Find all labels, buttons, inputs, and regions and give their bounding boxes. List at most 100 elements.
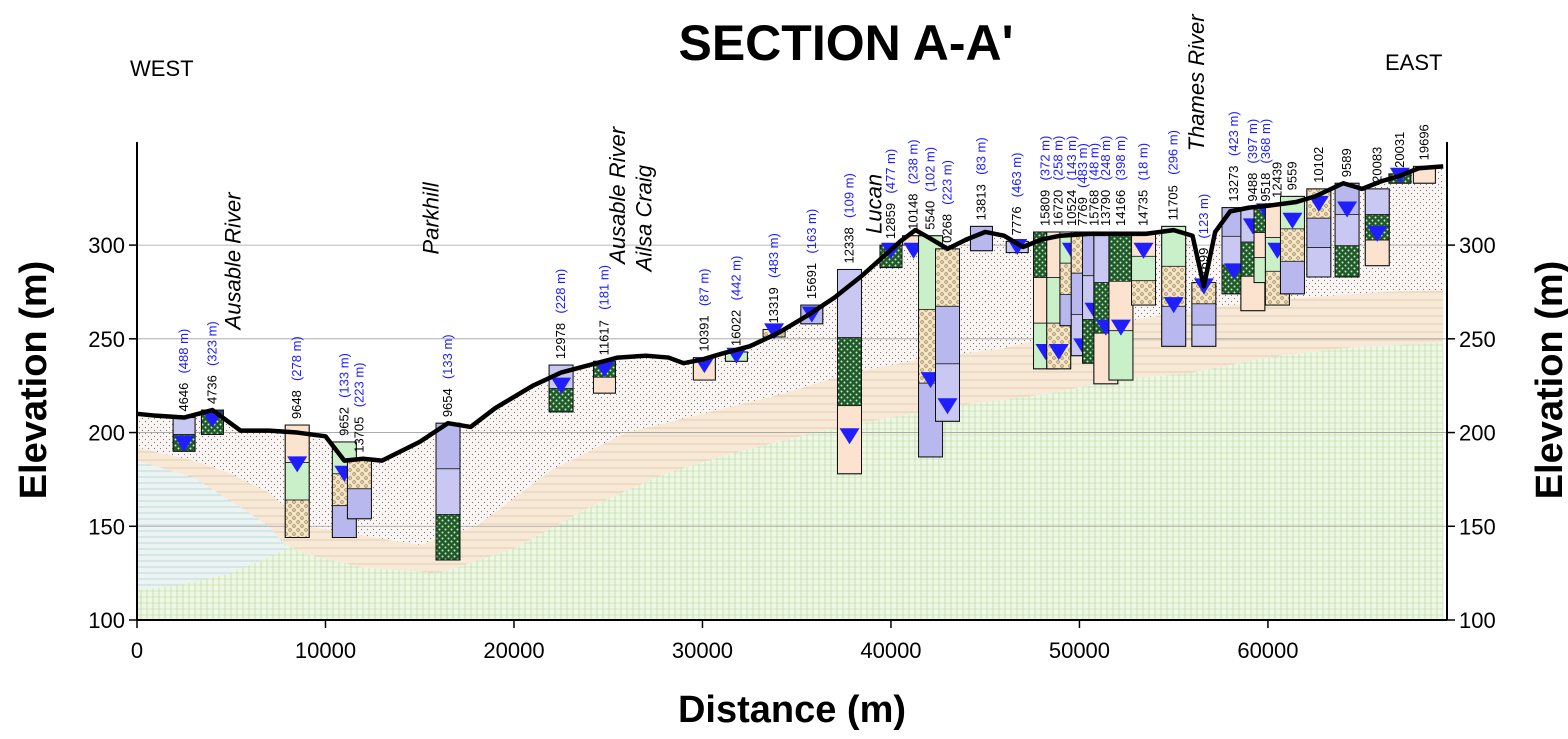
y-axis-label-right: Elevation (m) [1529, 261, 1568, 500]
borehole-id-label: 13319 [766, 287, 781, 323]
borehole-id-label: 16022 [728, 310, 743, 346]
borehole: 1699(123 m) [1191, 194, 1217, 347]
x-tick-label: 60000 [1237, 638, 1298, 663]
borehole: 4646 (488 m) [172, 329, 196, 452]
borehole-unit [1306, 247, 1332, 278]
borehole-id-label: 4646 [176, 383, 191, 412]
borehole-distance-label: (83 m) [973, 137, 988, 175]
borehole-distance-label: (398 m) [1113, 136, 1128, 181]
chart-title: SECTION A-A' [678, 15, 1013, 71]
borehole-id-label: 10524 [1064, 190, 1079, 226]
water-level-marker [1337, 201, 1358, 218]
x-tick-label: 20000 [483, 638, 544, 663]
borehole-unit [1334, 214, 1360, 247]
borehole-id-label: 9488 [1245, 173, 1260, 202]
y-tick-label-left: 200 [88, 421, 125, 446]
ground-surface-line [136, 164, 1444, 463]
borehole-id-label: 10148 [906, 194, 921, 230]
borehole-unit [435, 514, 461, 561]
borehole-distance-label: (423 m) [1226, 111, 1241, 156]
borehole: 9589 [1334, 148, 1360, 278]
borehole-id-label: 15691 [804, 263, 819, 299]
borehole-distance-label: (223 m) [940, 160, 955, 205]
borehole-id-label: 20083 [1369, 147, 1384, 183]
west-label: WEST [130, 56, 194, 81]
borehole-distance-label: (133 m) [440, 334, 455, 379]
borehole-unit [1108, 231, 1134, 282]
borehole-id-label: 12859 [883, 203, 898, 239]
borehole: 12859 (477 m) [879, 149, 903, 269]
borehole-unit [1280, 228, 1305, 262]
borehole: 19696 [1412, 124, 1436, 184]
water-level-marker [1133, 242, 1154, 259]
borehole-unit [347, 488, 372, 520]
borehole-distance-label: (372 m) [1038, 136, 1053, 181]
borehole-id-label: 14735 [1136, 190, 1151, 226]
borehole-unit [1334, 245, 1360, 278]
borehole-distance-label: (163 m) [804, 209, 819, 254]
borehole-id-label: 13273 [1226, 165, 1241, 201]
borehole-distance-label: (323 m) [204, 321, 219, 366]
borehole-id-label: 5540 [923, 201, 938, 230]
borehole-distance-label: (483 m) [766, 233, 781, 278]
borehole-id-label: 12338 [841, 227, 856, 263]
borehole-unit [593, 376, 616, 394]
x-tick-label: 50000 [1049, 638, 1110, 663]
borehole-unit [1364, 239, 1390, 267]
borehole-distance-label: (87 m) [696, 269, 711, 307]
borehole: 9648 (278 m) [284, 336, 310, 539]
place-label: Ausable River [221, 191, 246, 332]
borehole-unit [1131, 255, 1156, 282]
borehole: 13319 (483 m) [762, 233, 786, 340]
borehole: 11617 (181 m) [592, 265, 616, 394]
y-tick-label-right: 250 [1459, 327, 1496, 352]
borehole-unit [284, 499, 310, 538]
place-label: Thames River [1184, 13, 1209, 152]
borehole: 14166 (398 m) [1108, 136, 1134, 381]
borehole-distance-label: (258 m) [1051, 136, 1066, 181]
borehole: 11705 (296 m) [1161, 130, 1187, 347]
borehole-casing [836, 268, 862, 475]
x-axis-label: Distance (m) [678, 689, 906, 731]
borehole-id-label: 9589 [1339, 148, 1354, 177]
borehole-id-label: 13813 [973, 184, 988, 220]
borehole-distance-label: (48 m) [1087, 143, 1102, 181]
borehole: 20083 [1364, 147, 1390, 267]
borehole-distance-label: (442 m) [728, 256, 743, 301]
borehole-distance-label: (109 m) [841, 173, 856, 218]
borehole: 9559 [1279, 161, 1305, 295]
x-tick-label: 30000 [672, 638, 733, 663]
water-level-marker [594, 360, 615, 377]
borehole-unit [347, 458, 372, 490]
borehole-casing [1306, 188, 1332, 278]
borehole-casing [1161, 225, 1187, 347]
borehole-unit [1191, 324, 1217, 347]
borehole-id-label: 7776 [1009, 206, 1024, 235]
borehole-id-label: 16720 [1051, 190, 1066, 226]
borehole-distance-label: (296 m) [1166, 130, 1181, 175]
water-level-marker [287, 456, 308, 473]
borehole-distance-label: (223 m) [351, 362, 366, 407]
water-level-marker [1282, 212, 1303, 229]
borehole: 16022 (442 m) [724, 256, 748, 364]
borehole: 14735 (18 m) [1131, 143, 1157, 306]
borehole-casing [284, 424, 310, 539]
borehole-unit [1280, 260, 1305, 295]
borehole-id-label: 0268 [940, 214, 955, 243]
water-level-marker [764, 323, 785, 340]
borehole: 9654 (133 m) [435, 334, 461, 561]
borehole-distance-label: (278 m) [289, 336, 304, 381]
borehole-distance-label: (133 m) [336, 353, 351, 398]
borehole-unit [435, 468, 461, 515]
borehole: 12338 (109 m) [836, 173, 862, 475]
water-level-marker [1048, 343, 1069, 360]
borehole-unit [935, 305, 960, 365]
borehole-id-label: 14166 [1113, 190, 1128, 226]
borehole: 12978 (228 m) [548, 269, 574, 413]
borehole-unit [1191, 303, 1217, 326]
borehole-id-label: 20031 [1392, 132, 1407, 168]
layer-lower-till [137, 342, 1444, 620]
place-label: Ausable River [605, 125, 630, 266]
borehole-id-label: 7769 [1075, 197, 1090, 226]
water-level-marker [174, 435, 195, 452]
